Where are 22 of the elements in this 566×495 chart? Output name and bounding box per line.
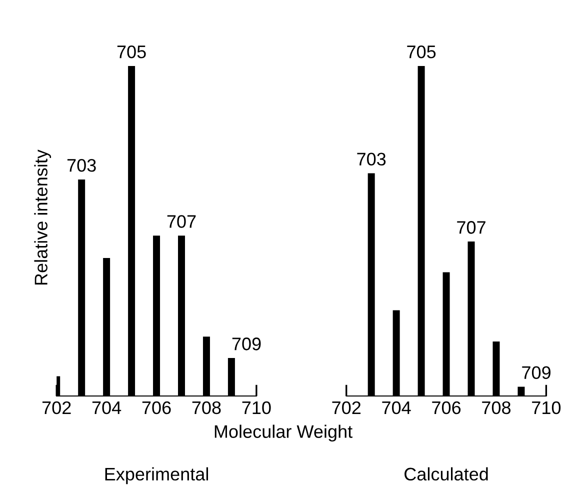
x-tick-label: 708 [482, 401, 511, 414]
y-axis-title: Relative intensity [34, 150, 52, 285]
x-axis-title: Molecular Weight [214, 424, 352, 442]
x-tick-label: 702 [332, 401, 361, 414]
text: Calculated [404, 467, 488, 481]
annotation: 703 [357, 152, 386, 166]
annotation: 703 [67, 159, 96, 172]
annotation: 705 [407, 45, 436, 58]
annotation: 707 [457, 221, 486, 234]
x-tick-label: 706 [142, 401, 171, 414]
annotation: 709 [522, 366, 550, 380]
x-tick-label: 706 [432, 401, 461, 414]
x-tick-label: 704 [382, 401, 411, 414]
x-tick-label: 710 [242, 401, 271, 414]
annotation: 709 [232, 338, 261, 350]
x-tick-label: 710 [532, 401, 561, 414]
x-tick-label: 708 [192, 401, 221, 414]
x-tick-label: 702 [42, 401, 71, 414]
annotation: 705 [117, 45, 146, 58]
annotation: 707 [167, 215, 196, 228]
x-tick-label: 704 [92, 401, 122, 414]
text: Experimental [105, 467, 208, 484]
